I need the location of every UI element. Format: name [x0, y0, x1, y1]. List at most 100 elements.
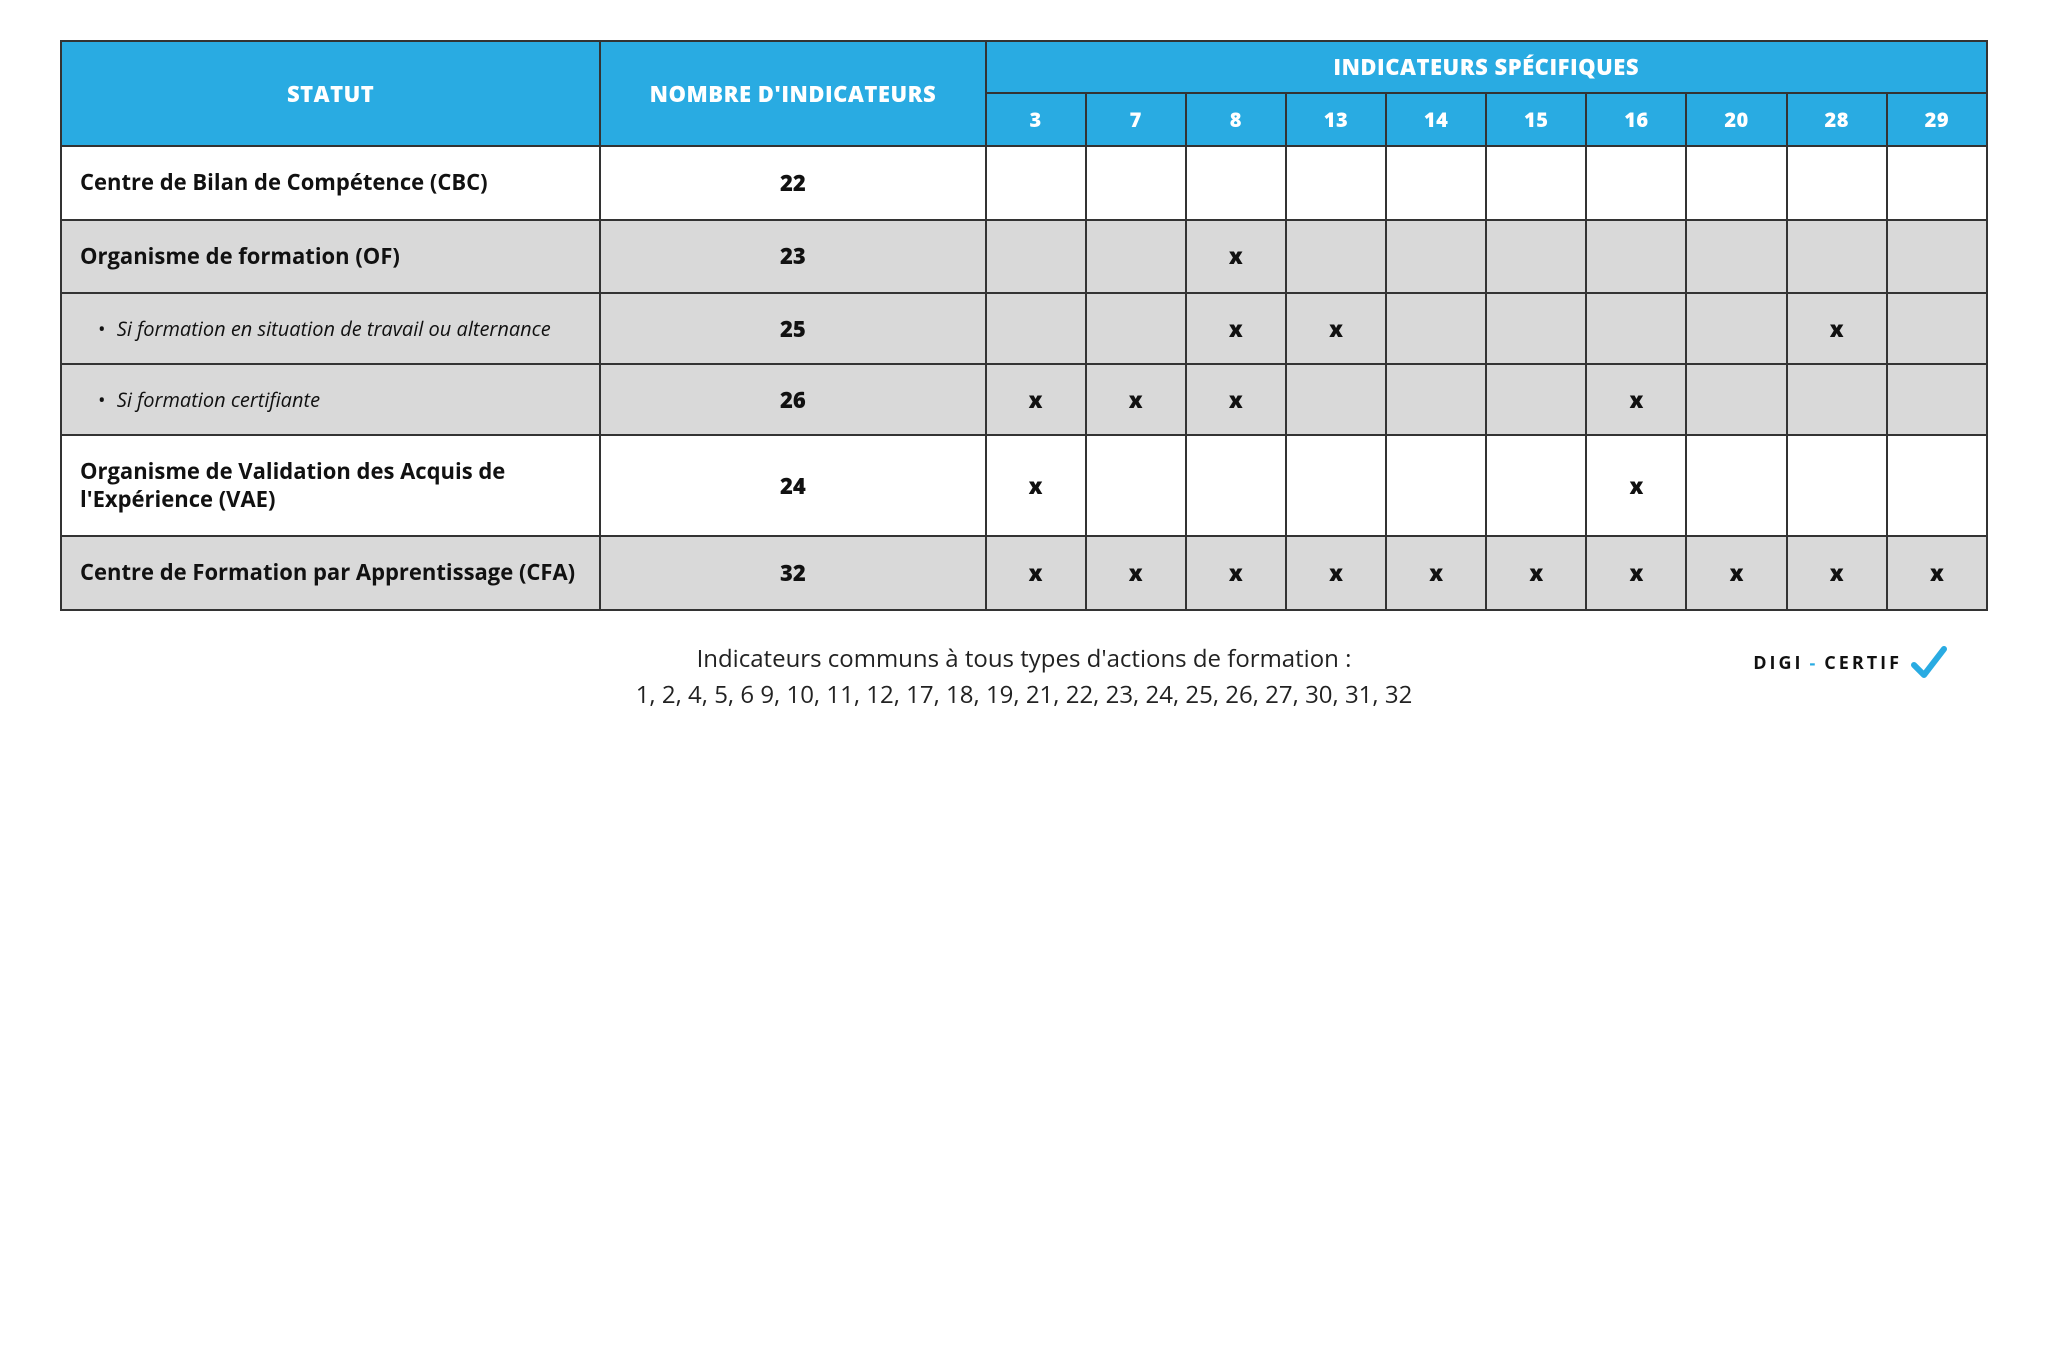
header-col-29: 29: [1887, 93, 1987, 146]
table-row: Organisme de Validation des Acquis de l'…: [61, 435, 1987, 536]
mark-cell: [1486, 220, 1586, 294]
mark-cell: x: [1486, 536, 1586, 610]
table-row: • Si formation en situation de travail o…: [61, 293, 1987, 364]
logo-dash: -: [1810, 651, 1819, 675]
table-body: Centre de Bilan de Compétence (CBC)22Org…: [61, 146, 1987, 610]
header-statut: STATUT: [61, 41, 600, 146]
header-col-20: 20: [1686, 93, 1786, 146]
header-col-8: 8: [1186, 93, 1286, 146]
mark-cell: x: [1686, 536, 1786, 610]
mark-cell: [1586, 146, 1686, 220]
status-label: Si formation en situation de travail ou …: [117, 315, 551, 342]
header-col-7: 7: [1086, 93, 1186, 146]
mark-cell: [1386, 220, 1486, 294]
header-col-14: 14: [1386, 93, 1486, 146]
check-icon: [1908, 643, 1948, 683]
mark-cell: x: [986, 435, 1086, 536]
mark-cell: [1686, 146, 1786, 220]
mark-cell: [1787, 435, 1887, 536]
mark-cell: x: [1186, 293, 1286, 364]
status-label: Si formation certifiante: [117, 386, 320, 413]
table-row: Organisme de formation (OF)23 x: [61, 220, 1987, 294]
logo-part1: DIGI: [1753, 651, 1803, 675]
mark-cell: [1186, 146, 1286, 220]
header-nombre: NOMBRE D'INDICATEURS: [600, 41, 985, 146]
mark-cell: x: [1887, 536, 1987, 610]
header-col-3: 3: [986, 93, 1086, 146]
status-cell: Organisme de formation (OF): [61, 220, 600, 294]
mark-cell: x: [1586, 364, 1686, 435]
status-cell: • Si formation certifiante: [61, 364, 600, 435]
footer-text: Indicateurs communs à tous types d'actio…: [60, 641, 1988, 713]
mark-cell: [1386, 364, 1486, 435]
mark-cell: [1887, 364, 1987, 435]
mark-cell: [1486, 146, 1586, 220]
mark-cell: [1686, 435, 1786, 536]
table-row: Centre de Bilan de Compétence (CBC)22: [61, 146, 1987, 220]
count-cell: 25: [600, 293, 985, 364]
mark-cell: [1586, 220, 1686, 294]
table-row: Centre de Formation par Apprentissage (C…: [61, 536, 1987, 610]
mark-cell: [1386, 293, 1486, 364]
mark-cell: x: [1787, 293, 1887, 364]
mark-cell: [986, 146, 1086, 220]
mark-cell: [1486, 435, 1586, 536]
status-cell: • Si formation en situation de travail o…: [61, 293, 600, 364]
mark-cell: x: [1386, 536, 1486, 610]
mark-cell: x: [1286, 293, 1386, 364]
mark-cell: [1286, 220, 1386, 294]
mark-cell: [1086, 293, 1186, 364]
mark-cell: [1887, 146, 1987, 220]
mark-cell: [1686, 220, 1786, 294]
mark-cell: [1686, 364, 1786, 435]
mark-cell: [1486, 364, 1586, 435]
mark-cell: [1086, 146, 1186, 220]
mark-cell: [986, 220, 1086, 294]
mark-cell: x: [1086, 536, 1186, 610]
mark-cell: [1787, 220, 1887, 294]
mark-cell: x: [986, 364, 1086, 435]
header-specifiques: INDICATEURS SPÉCIFIQUES: [986, 41, 1988, 93]
mark-cell: [1787, 364, 1887, 435]
count-cell: 23: [600, 220, 985, 294]
header-col-16: 16: [1586, 93, 1686, 146]
mark-cell: x: [1586, 435, 1686, 536]
mark-cell: x: [1186, 220, 1286, 294]
mark-cell: x: [1086, 364, 1186, 435]
mark-cell: [1086, 435, 1186, 536]
header-col-15: 15: [1486, 93, 1586, 146]
status-cell: Centre de Bilan de Compétence (CBC): [61, 146, 600, 220]
header-col-13: 13: [1286, 93, 1386, 146]
mark-cell: [1887, 220, 1987, 294]
count-cell: 24: [600, 435, 985, 536]
mark-cell: [1286, 146, 1386, 220]
mark-cell: [1286, 364, 1386, 435]
mark-cell: [986, 293, 1086, 364]
table-header: STATUT NOMBRE D'INDICATEURS INDICATEURS …: [61, 41, 1987, 146]
count-cell: 22: [600, 146, 985, 220]
mark-cell: [1086, 220, 1186, 294]
logo-part2: CERTIF: [1824, 651, 1902, 675]
mark-cell: [1186, 435, 1286, 536]
page: STATUT NOMBRE D'INDICATEURS INDICATEURS …: [60, 40, 1988, 713]
footer-line1: Indicateurs communs à tous types d'actio…: [60, 641, 1988, 677]
mark-cell: [1787, 146, 1887, 220]
mark-cell: [1686, 293, 1786, 364]
mark-cell: x: [1286, 536, 1386, 610]
status-cell: Centre de Formation par Apprentissage (C…: [61, 536, 600, 610]
count-cell: 26: [600, 364, 985, 435]
mark-cell: x: [1586, 536, 1686, 610]
count-cell: 32: [600, 536, 985, 610]
mark-cell: [1586, 293, 1686, 364]
mark-cell: x: [1186, 364, 1286, 435]
mark-cell: [1286, 435, 1386, 536]
logo: DIGI-CERTIF: [1753, 643, 1948, 683]
mark-cell: x: [1787, 536, 1887, 610]
footer-line2: 1, 2, 4, 5, 6 9, 10, 11, 12, 17, 18, 19,…: [60, 677, 1988, 713]
mark-cell: x: [986, 536, 1086, 610]
mark-cell: [1887, 435, 1987, 536]
indicators-table: STATUT NOMBRE D'INDICATEURS INDICATEURS …: [60, 40, 1988, 611]
mark-cell: x: [1186, 536, 1286, 610]
mark-cell: [1386, 435, 1486, 536]
status-cell: Organisme de Validation des Acquis de l'…: [61, 435, 600, 536]
